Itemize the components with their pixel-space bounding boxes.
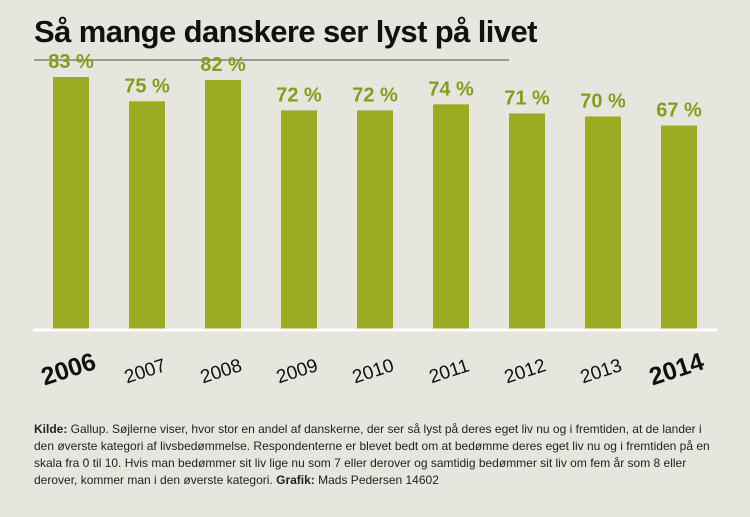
data-label-2008: 82 % [200, 54, 246, 76]
tick-label-2008: 2008 [198, 355, 245, 388]
bar-2014 [661, 125, 697, 330]
source-text: Gallup. Søjlerne viser, hvor stor en and… [34, 422, 710, 487]
data-label-2013: 70 % [580, 90, 626, 112]
data-label-2011: 74 % [428, 78, 474, 100]
bar-2007 [129, 101, 165, 329]
bar-2010 [357, 110, 393, 330]
tick-label-2011: 2011 [427, 355, 472, 388]
bar-2009 [281, 110, 317, 330]
tick-label-2010: 2010 [350, 355, 397, 388]
bar-2013 [585, 116, 621, 329]
tick-label-2012: 2012 [502, 355, 549, 388]
data-label-2010: 72 % [352, 84, 398, 106]
bar-2006 [53, 77, 89, 329]
title-underline [34, 59, 509, 61]
tick-label-2009: 2009 [274, 355, 321, 388]
tick-label-2014: 2014 [646, 347, 708, 391]
tick-label-2006: 2006 [38, 347, 100, 391]
bar-chart: 83 % 2006 75 % 2007 82 % 2008 72 % 2009 72 % 2010… [33, 51, 717, 391]
source-label: Kilde: [34, 422, 68, 436]
tick-label-2007: 2007 [122, 355, 169, 388]
chart-title: Så mange danskere ser lyst på livet [34, 14, 537, 49]
bar-2008 [205, 80, 241, 329]
data-label-2009: 72 % [276, 84, 322, 106]
data-label-2007: 75 % [124, 75, 170, 97]
bar-2012 [509, 113, 545, 329]
data-label-2014: 67 % [656, 100, 702, 122]
data-label-2012: 71 % [504, 87, 550, 109]
data-label-2006: 83 % [48, 51, 94, 73]
graphic-credit: Mads Pedersen 14602 [314, 473, 439, 487]
footnote: Kilde: Gallup. Søjlerne viser, hvor stor… [34, 421, 724, 489]
bar-2011 [433, 104, 469, 329]
graphic-label: Grafik: [276, 473, 315, 487]
tick-label-2013: 2013 [578, 355, 625, 388]
